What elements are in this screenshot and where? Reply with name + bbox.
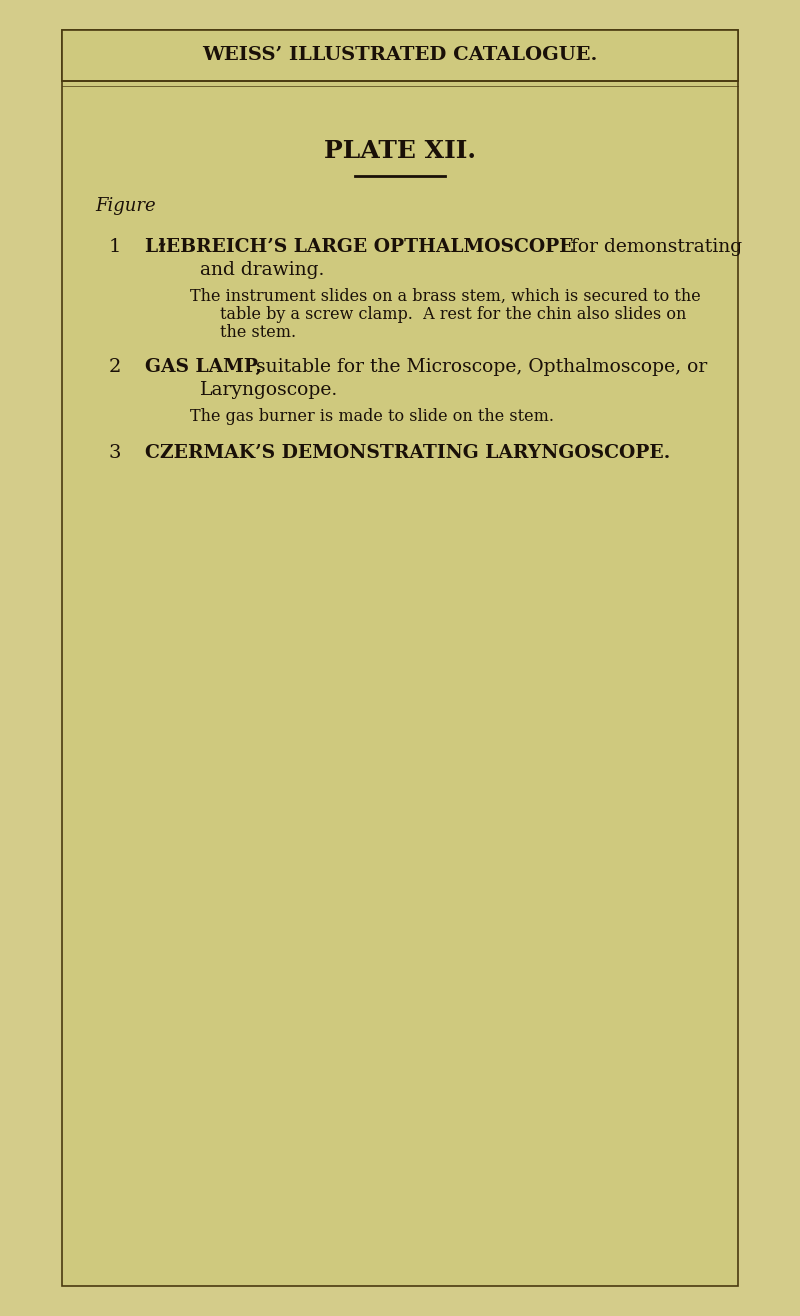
Text: WEISS’ ILLUSTRATED CATALOGUE.: WEISS’ ILLUSTRATED CATALOGUE. [202, 46, 598, 64]
Text: LɫEBREICH’S LΑRGE OPTHALMOSCOPE: LɫEBREICH’S LΑRGE OPTHALMOSCOPE [145, 238, 574, 257]
Text: PLATE XII.: PLATE XII. [324, 139, 476, 163]
Text: 1: 1 [109, 238, 121, 257]
Text: Figure: Figure [95, 197, 156, 215]
Text: and drawing.: and drawing. [200, 261, 324, 279]
Text: The instrument slides on a brass stem, which is secured to the: The instrument slides on a brass stem, w… [190, 288, 701, 305]
Text: The gas burner is made to slide on the stem.: The gas burner is made to slide on the s… [190, 408, 554, 425]
Text: 2: 2 [109, 358, 121, 376]
Bar [62, 30, 738, 82]
Text: CZERMAK’S DEMONSTRATING LARYNGOSCOPE.: CZERMAK’S DEMONSTRATING LARYNGOSCOPE. [145, 443, 670, 462]
Text: 3: 3 [109, 443, 122, 462]
Text: the stem.: the stem. [220, 324, 296, 341]
Text: GΑS LΑMP,: GΑS LΑMP, [145, 358, 262, 376]
Text: Laryngoscope.: Laryngoscope. [200, 382, 338, 399]
Text: for demonstrating: for demonstrating [565, 238, 742, 257]
Text: suitable for the Microscope, Opthalmoscope, or: suitable for the Microscope, Opthalmosco… [250, 358, 707, 376]
Bar [62, 30, 738, 1286]
Text: table by a screw clamp.  A rest for the chin also slides on: table by a screw clamp. A rest for the c… [220, 307, 686, 322]
